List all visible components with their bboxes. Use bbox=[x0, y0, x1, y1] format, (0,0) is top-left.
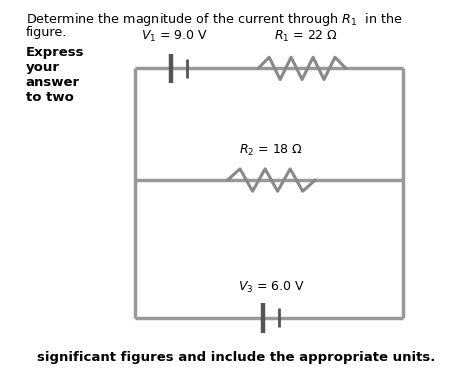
Text: figure.: figure. bbox=[26, 26, 67, 39]
Text: Determine the magnitude of the current through $R_1$  in the: Determine the magnitude of the current t… bbox=[26, 11, 402, 28]
Text: $V_3$ = 6.0 V: $V_3$ = 6.0 V bbox=[238, 280, 305, 296]
Text: Express
your
answer
to two: Express your answer to two bbox=[26, 46, 84, 104]
Text: $R_1$ = 22 Ω: $R_1$ = 22 Ω bbox=[274, 29, 338, 44]
Text: $V_1$ = 9.0 V: $V_1$ = 9.0 V bbox=[141, 29, 209, 44]
Text: significant figures and include the appropriate units.: significant figures and include the appr… bbox=[37, 351, 436, 364]
Text: $R_2$ = 18 Ω: $R_2$ = 18 Ω bbox=[239, 142, 303, 158]
